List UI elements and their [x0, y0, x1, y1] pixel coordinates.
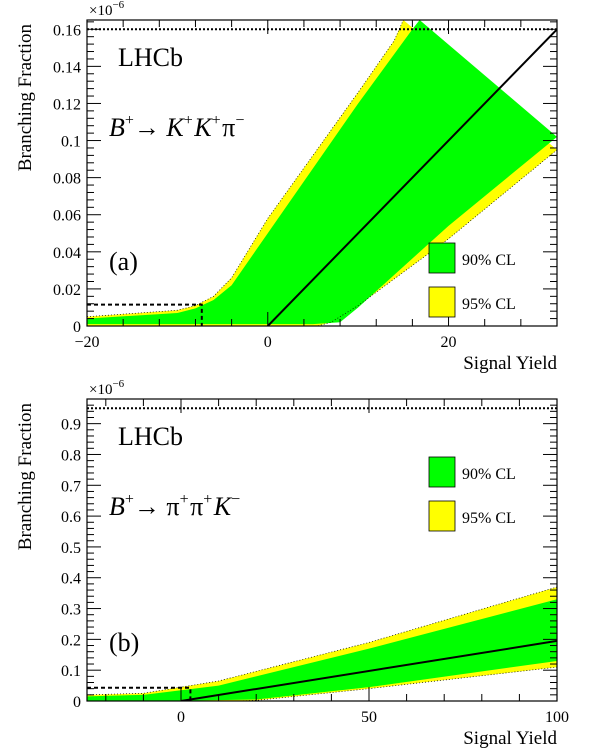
plot-area	[87, 20, 557, 326]
legend-swatch-95cl	[428, 286, 456, 318]
y-tick-label: 0.2	[61, 632, 81, 649]
x-tick-label: 100	[545, 709, 569, 726]
decay-parent-charge: +	[125, 491, 134, 508]
experiment-label: LHCb	[118, 43, 183, 72]
y-axis-title: Branching Fraction	[15, 403, 36, 551]
decay-product: π	[190, 492, 203, 521]
decay-parent-charge: +	[125, 112, 134, 129]
y-tick-label: 0.8	[61, 447, 81, 464]
decay-parent: B	[109, 113, 125, 142]
plot-area	[87, 407, 557, 701]
y-tick-label: 0.5	[61, 540, 81, 557]
decay-product: K	[193, 113, 213, 142]
x-axis-ticks	[86, 20, 558, 326]
y-tick-label: 0.16	[53, 22, 81, 39]
legend-label-95cl: 95% CL	[462, 296, 516, 313]
x-axis-ticks	[105, 399, 558, 701]
decay-arrow: →	[134, 113, 160, 142]
decay-formula: B+→ π+ π+ K−	[109, 491, 240, 521]
limit-marker	[87, 303, 203, 326]
legend-label-90cl: 90% CL	[462, 466, 516, 483]
y-tick-label: 0.02	[53, 282, 81, 299]
legend-swatch-90cl	[428, 456, 456, 488]
decay-product-charge: +	[180, 491, 189, 508]
y-tick-label: 0.08	[53, 171, 81, 188]
y-axis-ticks	[87, 398, 557, 702]
y-multiplier-exp: −6	[112, 378, 124, 390]
band-90cl	[87, 599, 557, 701]
legend-label-90cl: 90% CL	[462, 252, 516, 269]
decay-product-charge: +	[184, 112, 193, 129]
y-multiplier: ×10−6	[89, 378, 125, 398]
y-tick-label: 0.1	[61, 663, 81, 680]
decay-arrow: →	[134, 492, 160, 521]
legend-label-95cl: 95% CL	[462, 510, 516, 527]
y-tick-label: 0.14	[53, 59, 81, 76]
y-multiplier-base: ×10	[89, 3, 112, 19]
legend-swatch-95cl	[428, 500, 456, 532]
band-95cl-lower-edge	[87, 666, 557, 701]
y-multiplier-exp: −6	[112, 0, 124, 11]
band-90cl	[87, 20, 557, 325]
y-tick-label: 0.4	[61, 571, 81, 588]
y-axis-ticks	[87, 21, 557, 327]
decay-parent: B	[109, 492, 125, 521]
central-line	[180, 639, 557, 701]
decay-product: π	[222, 113, 235, 142]
y-tick-label: 0.04	[53, 245, 81, 262]
decay-product: K	[213, 492, 233, 521]
panel-a: 00.020.040.060.080.10.120.140.16−20 0 20Si…	[15, 0, 558, 374]
x-tick-label: −20	[74, 334, 99, 351]
y-tick-label: 0.3	[61, 602, 81, 619]
decay-product-charge: +	[203, 491, 212, 508]
panel-label: (b)	[109, 628, 139, 657]
decay-product: π	[166, 492, 179, 521]
decay-formula: B+→ K+ K+ π−	[109, 112, 244, 142]
y-tick-label: 0	[73, 319, 81, 336]
decay-product-charge: −	[235, 112, 244, 129]
y-tick-label: 0.1	[61, 134, 81, 151]
panel-label: (a)	[109, 247, 138, 276]
y-multiplier-base: ×10	[89, 382, 112, 398]
plot-frame	[86, 398, 558, 702]
y-tick-label: 0.9	[61, 417, 81, 434]
limit-marker	[87, 686, 192, 701]
x-tick-label: 20	[441, 334, 457, 351]
y-axis-title: Branching Fraction	[15, 24, 36, 172]
x-tick-label: 0	[264, 334, 272, 351]
y-tick-label: 0.6	[61, 509, 81, 526]
y-tick-label: 0.7	[61, 478, 81, 495]
plot-frame	[86, 19, 558, 327]
x-tick-label: 0	[177, 709, 185, 726]
legend-swatch-90cl	[428, 242, 456, 274]
decay-product: K	[165, 113, 185, 142]
decay-product-charge: +	[212, 112, 221, 129]
x-axis-title: Signal Yield	[463, 353, 557, 374]
experiment-label: LHCb	[118, 422, 183, 451]
y-tick-label: 0.12	[53, 96, 81, 113]
x-axis-title: Signal Yield	[463, 728, 557, 749]
y-tick-label: 0.06	[53, 208, 81, 225]
decay-product-charge: −	[231, 491, 240, 508]
y-multiplier: ×10−6	[89, 0, 125, 19]
central-line	[267, 28, 557, 326]
panel-b: 0 0.1 0.2 0.3 0.4 0.5 0.6 0.7 0.8 0.9 0 50 100 Signal…	[15, 378, 569, 749]
legend: 90% CL 95% CL	[428, 242, 516, 318]
y-tick-label: 0	[73, 694, 81, 711]
legend: 90% CL 95% CL	[428, 456, 516, 532]
x-tick-label: 50	[361, 709, 377, 726]
